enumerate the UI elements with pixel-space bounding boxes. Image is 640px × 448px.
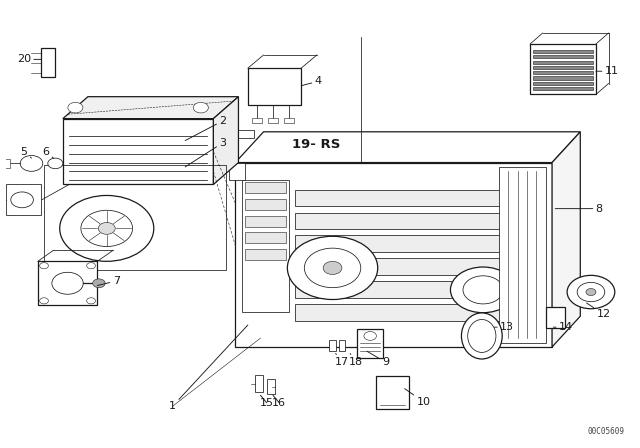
Polygon shape (213, 97, 239, 185)
Bar (63, 119, 213, 185)
Circle shape (323, 261, 342, 275)
Circle shape (451, 267, 516, 313)
Bar (533, 77, 593, 80)
Circle shape (60, 195, 154, 261)
Bar (268, 379, 275, 394)
Text: 6: 6 (42, 146, 54, 158)
Circle shape (40, 263, 49, 269)
Bar (533, 82, 593, 85)
Circle shape (81, 210, 132, 246)
Bar (248, 68, 301, 105)
Bar (38, 261, 97, 305)
Circle shape (52, 272, 83, 294)
Bar (244, 249, 285, 260)
Bar (6, 185, 41, 215)
Text: 19- RS: 19- RS (292, 138, 340, 151)
Circle shape (463, 276, 503, 304)
Circle shape (577, 282, 605, 302)
Bar (44, 165, 226, 270)
Bar (533, 56, 593, 59)
Text: 17: 17 (335, 353, 349, 367)
Circle shape (567, 276, 615, 309)
Bar (330, 340, 336, 351)
Circle shape (287, 236, 378, 300)
Bar (244, 215, 285, 227)
Bar (295, 190, 530, 207)
Text: 4: 4 (301, 76, 322, 86)
Bar (229, 163, 244, 180)
Bar (295, 281, 530, 298)
Circle shape (364, 332, 376, 340)
Circle shape (586, 289, 596, 296)
Circle shape (93, 279, 105, 288)
Bar (357, 329, 383, 358)
Bar (530, 44, 596, 95)
Text: 9: 9 (367, 351, 389, 367)
Bar (295, 258, 530, 275)
Text: 00C05609: 00C05609 (587, 426, 624, 435)
Text: 20: 20 (17, 54, 41, 65)
Circle shape (40, 298, 49, 304)
Bar (295, 304, 530, 321)
Text: 14: 14 (554, 322, 573, 332)
Circle shape (48, 158, 63, 169)
Bar (533, 50, 593, 53)
Text: 3: 3 (185, 138, 227, 167)
Bar (239, 129, 254, 138)
Ellipse shape (468, 319, 496, 353)
Bar (268, 118, 278, 123)
Text: 12: 12 (587, 303, 611, 319)
Circle shape (68, 103, 83, 113)
Bar (546, 307, 564, 328)
Circle shape (193, 103, 209, 113)
Polygon shape (236, 132, 580, 163)
Text: 1: 1 (169, 325, 248, 411)
Circle shape (11, 192, 33, 208)
Text: 7: 7 (97, 276, 120, 286)
Text: 18: 18 (349, 353, 364, 367)
Bar (499, 167, 546, 343)
Bar (533, 71, 593, 74)
Bar (41, 48, 54, 77)
Text: 16: 16 (272, 395, 286, 408)
Text: 8: 8 (556, 204, 603, 214)
Text: 15: 15 (260, 395, 274, 408)
Bar (533, 87, 593, 90)
Ellipse shape (461, 313, 502, 359)
Circle shape (86, 298, 95, 304)
Bar (242, 180, 289, 312)
Bar (533, 60, 593, 64)
Text: 10: 10 (404, 388, 431, 407)
Text: 2: 2 (185, 116, 227, 141)
Polygon shape (552, 132, 580, 347)
Circle shape (20, 155, 43, 171)
Bar (339, 340, 345, 351)
Circle shape (86, 263, 95, 269)
Bar (295, 213, 530, 229)
Text: 13: 13 (494, 322, 514, 332)
Bar (244, 182, 285, 193)
Bar (533, 66, 593, 69)
Bar (236, 163, 552, 347)
Text: 5: 5 (20, 146, 31, 158)
Bar (0, 159, 10, 168)
Polygon shape (63, 97, 239, 119)
Bar (244, 233, 285, 243)
Bar (295, 235, 530, 252)
Circle shape (99, 223, 115, 234)
Circle shape (305, 248, 361, 288)
Bar (284, 118, 294, 123)
Bar (376, 376, 409, 409)
Text: 11: 11 (596, 66, 619, 76)
Bar (252, 118, 262, 123)
Bar (255, 375, 263, 392)
Bar (244, 199, 285, 210)
